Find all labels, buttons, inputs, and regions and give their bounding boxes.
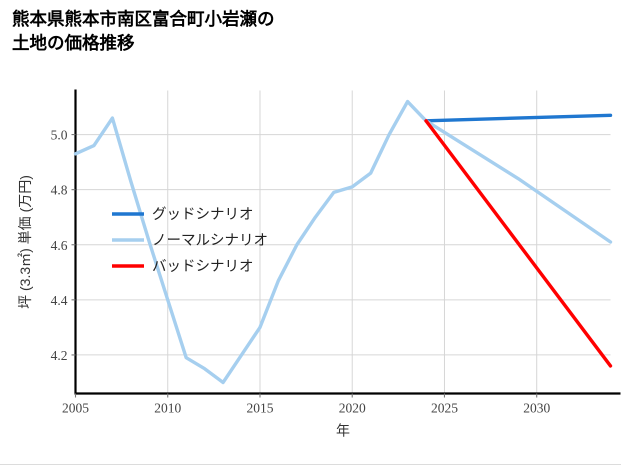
x-tick-label: 2020 [339, 401, 366, 416]
y-tick-label: 5.0 [51, 128, 68, 143]
legend-label: ノーマルシナリオ [152, 233, 268, 249]
grid-lines [75, 90, 611, 394]
y-tick-label: 4.4 [51, 293, 68, 308]
x-tick-label: 2015 [246, 401, 273, 416]
series-line [73, 99, 613, 385]
x-axis-title: 年 [336, 423, 350, 439]
y-axis-title: 坪 (3.3㎡) 単価 (万円) [17, 175, 33, 309]
legend-label: バッドシナリオ [152, 259, 254, 275]
y-tick-labels: 4.2 4.4 4.6 4.8 5.0 [51, 128, 76, 363]
series-line [424, 113, 613, 123]
x-tick-labels: 2005 2010 2015 2020 2025 2030 [62, 393, 550, 416]
page-title: 熊本県熊本市南区富合町小岩瀬の 土地の価格推移 [12, 9, 275, 53]
y-tick-label: 4.6 [51, 238, 68, 253]
y-tick-label: 4.8 [51, 183, 68, 198]
x-tick-label: 2025 [431, 401, 458, 416]
x-tick-label: 2005 [62, 401, 89, 416]
legend-label: グッドシナリオ [152, 206, 254, 223]
x-tick-label: 2010 [154, 401, 181, 416]
y-tick-label: 4.2 [51, 348, 68, 363]
data-series [73, 99, 613, 385]
series-line [424, 119, 613, 368]
x-tick-label: 2030 [523, 401, 550, 416]
axis-lines [74, 89, 621, 395]
axis-titles: 年 坪 (3.3㎡) 単価 (万円) [17, 175, 350, 438]
